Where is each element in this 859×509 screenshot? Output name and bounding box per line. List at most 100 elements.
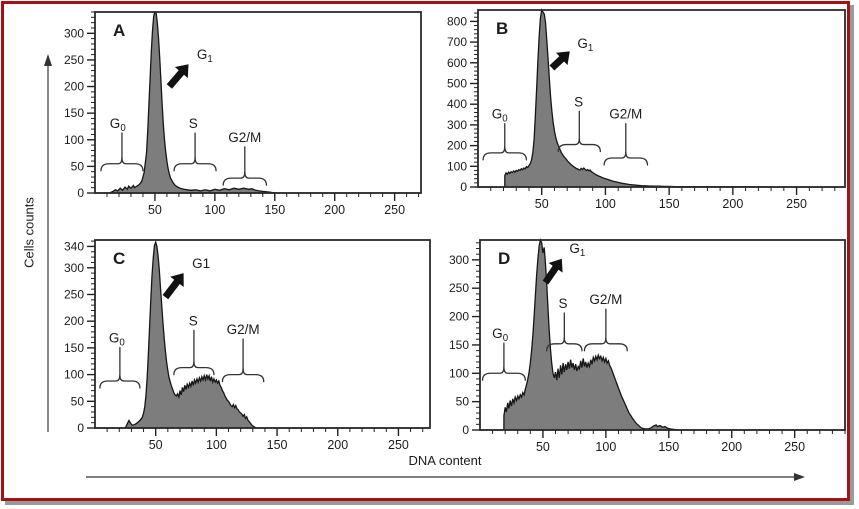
phase-brace bbox=[481, 342, 505, 381]
phase-brace bbox=[222, 146, 246, 186]
phase-brace bbox=[194, 157, 217, 172]
y-tick-label: 100 bbox=[447, 159, 467, 173]
phase-label: S bbox=[559, 296, 568, 311]
y-tick-label: 0 bbox=[462, 423, 469, 437]
y-tick-label: 50 bbox=[71, 159, 85, 173]
y-tick-label: 200 bbox=[64, 80, 84, 94]
y-tick-label: 0 bbox=[77, 186, 84, 200]
y-tick-label: 300 bbox=[64, 261, 84, 275]
g1-arrow bbox=[549, 51, 570, 71]
y-axis-arrowhead bbox=[44, 54, 52, 66]
y-tick-label: 0 bbox=[77, 421, 84, 435]
y-tick-label: 150 bbox=[449, 338, 469, 352]
x-tick-label: 250 bbox=[786, 197, 807, 211]
x-tick-label: 200 bbox=[324, 203, 345, 217]
y-tick-label: 100 bbox=[64, 368, 84, 382]
phase-brace bbox=[173, 329, 195, 376]
phase-label: G2/M bbox=[609, 107, 642, 122]
panel-B: 0 100 200 300 400 500 600 700 800 50 100 150 200 250 B… bbox=[447, 8, 846, 211]
phase-brace bbox=[557, 110, 580, 153]
histogram-B bbox=[478, 8, 845, 188]
g1-label: G1 bbox=[577, 36, 593, 54]
g1-label: G1 bbox=[569, 241, 585, 259]
phase-label: G0 bbox=[110, 116, 127, 134]
phase-brace bbox=[242, 367, 265, 383]
g1-arrow bbox=[166, 64, 189, 89]
y-tick-label: 50 bbox=[456, 395, 470, 409]
y-tick-label: 100 bbox=[64, 133, 84, 147]
y-tick-label: 700 bbox=[447, 35, 467, 49]
phase-brace bbox=[173, 132, 196, 172]
phase-brace bbox=[504, 146, 528, 161]
x-axis-label: DNA content bbox=[408, 453, 482, 468]
phase-brace bbox=[605, 337, 628, 352]
x-tick-label: 250 bbox=[784, 440, 805, 454]
phase-label: G2/M bbox=[227, 322, 260, 337]
phase-brace bbox=[503, 366, 526, 381]
g1-label: G1 bbox=[197, 47, 213, 65]
g1-arrow bbox=[162, 273, 184, 300]
panel-A: 0 50 100 150 200 250 300 50 100 150 200 250 A G1 G0 S G2… bbox=[64, 10, 422, 217]
y-tick-label: 150 bbox=[64, 341, 84, 355]
plot-frame bbox=[479, 239, 846, 431]
y-tick-label: 200 bbox=[64, 314, 84, 328]
y-tick-label: 400 bbox=[447, 97, 467, 111]
x-tick-label: 100 bbox=[204, 203, 225, 217]
x-tick-label: 200 bbox=[327, 438, 348, 452]
y-tick-label: 300 bbox=[64, 26, 84, 40]
phase-brace bbox=[625, 151, 649, 166]
phase-label: G0 bbox=[109, 331, 126, 349]
y-tick-label: 250 bbox=[449, 281, 469, 295]
y-tick-label: 250 bbox=[64, 53, 84, 67]
y-tick-label: 250 bbox=[64, 287, 84, 301]
phase-brace bbox=[244, 171, 268, 186]
y-tick-label: 800 bbox=[447, 14, 467, 28]
y-axis-label: Cells counts bbox=[21, 197, 37, 268]
y-tick-label: 340 bbox=[64, 239, 84, 253]
phase-label: S bbox=[574, 94, 583, 109]
x-tick-label: 200 bbox=[722, 197, 743, 211]
y-tick-label: 50 bbox=[71, 394, 85, 408]
plot-frame bbox=[94, 11, 422, 194]
x-tick-label: 100 bbox=[206, 438, 227, 452]
x-tick-label: 150 bbox=[264, 203, 285, 217]
histogram-D bbox=[480, 237, 845, 431]
x-axis-arrowhead bbox=[794, 473, 805, 481]
panel-letter: B bbox=[496, 19, 508, 38]
phase-label: G0 bbox=[492, 326, 509, 344]
phase-label: S bbox=[189, 116, 198, 131]
y-tick-label: 200 bbox=[447, 139, 467, 153]
x-tick-label: 250 bbox=[384, 203, 405, 217]
y-tick-label: 500 bbox=[447, 76, 467, 90]
phase-brace bbox=[603, 123, 627, 166]
histogram-A bbox=[95, 10, 421, 194]
g1-arrow bbox=[542, 258, 563, 285]
phase-brace bbox=[221, 338, 244, 383]
panel-D: 0 50 100 150 200 250 300 50 100 150 200 250 D G1 G0 S G2… bbox=[449, 237, 846, 454]
phase-brace bbox=[100, 132, 123, 172]
phase-label: G0 bbox=[492, 107, 509, 125]
phase-brace bbox=[119, 374, 141, 389]
phase-brace bbox=[121, 157, 144, 172]
panel-letter: A bbox=[113, 21, 125, 40]
y-tick-label: 100 bbox=[449, 366, 469, 380]
y-tick-label: 600 bbox=[447, 56, 467, 70]
x-tick-label: 50 bbox=[536, 440, 550, 454]
phase-brace bbox=[99, 346, 121, 389]
y-tick-label: 150 bbox=[64, 106, 84, 120]
x-tick-label: 150 bbox=[659, 197, 680, 211]
phase-label: G2/M bbox=[589, 292, 622, 307]
panel-letter: D bbox=[498, 249, 510, 268]
x-tick-label: 150 bbox=[267, 438, 288, 452]
phase-brace bbox=[578, 137, 601, 153]
phase-brace bbox=[193, 360, 215, 376]
x-tick-label: 100 bbox=[595, 197, 616, 211]
x-tick-label: 50 bbox=[149, 438, 163, 452]
phase-brace bbox=[482, 123, 506, 161]
y-tick-label: 0 bbox=[460, 180, 467, 194]
y-tick-label: 300 bbox=[449, 253, 469, 267]
x-tick-label: 50 bbox=[535, 197, 549, 211]
plot-frame bbox=[477, 9, 846, 188]
